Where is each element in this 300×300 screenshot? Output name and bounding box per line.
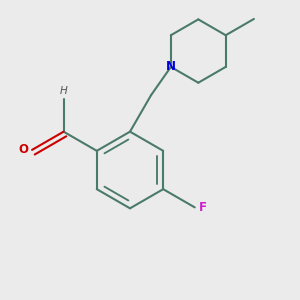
Text: H: H bbox=[60, 86, 68, 96]
Text: O: O bbox=[19, 143, 29, 156]
Text: N: N bbox=[166, 60, 176, 74]
Text: F: F bbox=[199, 201, 207, 214]
